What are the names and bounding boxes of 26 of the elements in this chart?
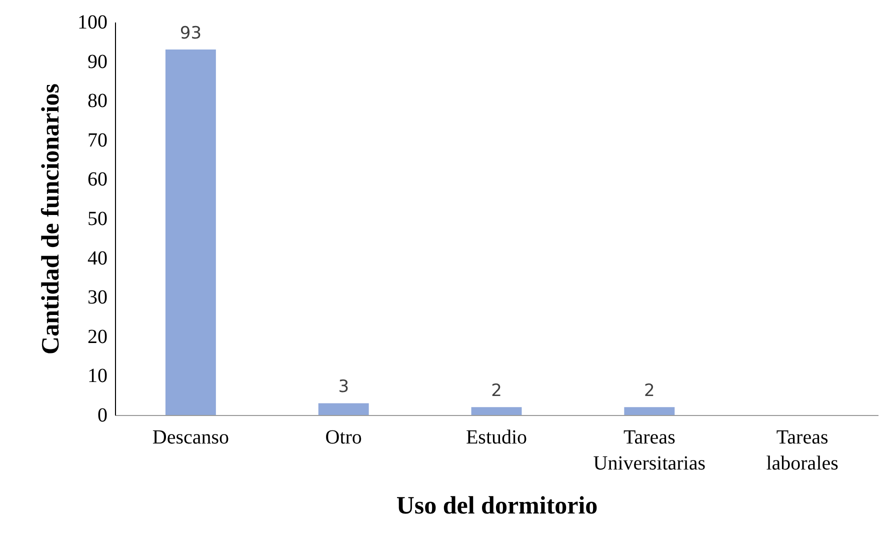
y-tick-label: 10 (88, 365, 108, 388)
bar (624, 407, 675, 415)
y-tick-label: 60 (88, 168, 108, 191)
x-tick-label: Estudio (466, 426, 528, 448)
y-axis-title: Cantidad de funcionarios (38, 83, 64, 354)
x-tick-label: Descanso (152, 426, 230, 448)
x-tick-label: Otro (325, 426, 362, 448)
x-tick-label: Tareas Universitarias (593, 426, 706, 474)
y-tick-label: 0 (98, 404, 108, 426)
data-label: 93 (180, 24, 202, 44)
data-label: 2 (644, 381, 655, 402)
bar (471, 407, 522, 415)
y-tick-label: 20 (88, 326, 108, 348)
x-axis-title: Uso del dormitorio (396, 492, 598, 520)
y-tick-label: 80 (88, 90, 108, 112)
y-tick-label: 90 (88, 50, 108, 73)
x-tick-label: Tareas laborales (766, 426, 839, 474)
y-tick-label: 100 (78, 12, 108, 34)
bar (318, 403, 369, 415)
y-tick-label: 70 (88, 129, 108, 152)
y-tick-label: 40 (88, 247, 108, 270)
y-tick-label: 50 (88, 208, 108, 230)
data-label: 3 (338, 377, 350, 398)
data-label: 2 (491, 381, 502, 402)
y-tick-label: 30 (88, 286, 108, 309)
bar (165, 50, 216, 415)
